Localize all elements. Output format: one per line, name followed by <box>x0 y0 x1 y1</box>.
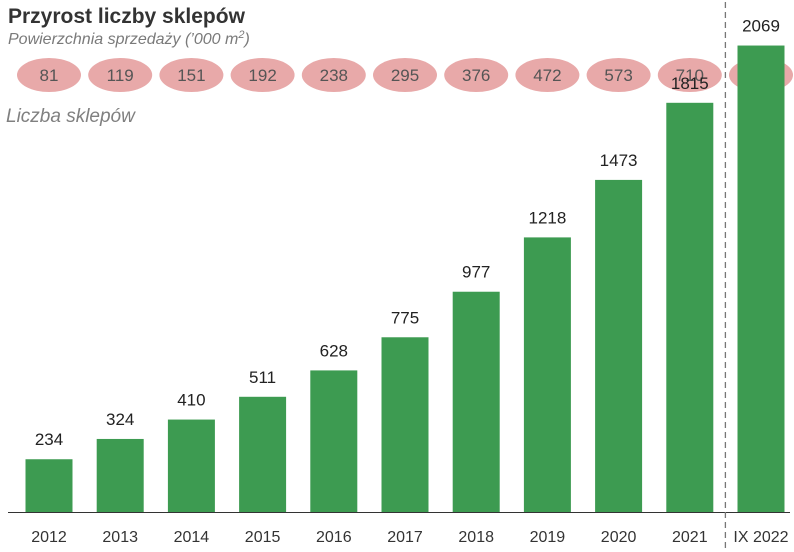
bar-value-label: 1218 <box>528 208 566 227</box>
bars-group: 234 324 410 511 628 775 977 1218 1473 1815 2069 <box>25 17 785 513</box>
bar <box>167 419 215 512</box>
sales-area-ellipse <box>301 58 366 92</box>
bar <box>452 291 500 512</box>
bar-value-label: 1815 <box>671 74 709 93</box>
bar-value-label: 410 <box>177 391 205 410</box>
bar <box>595 179 643 512</box>
bar <box>310 370 358 512</box>
bar-value-label: 2069 <box>742 17 780 36</box>
sales-area-ellipse <box>657 58 722 92</box>
bar <box>666 102 714 513</box>
x-tick-label: 2012 <box>31 529 67 546</box>
sales-area-ellipse <box>373 58 437 92</box>
bar-value-label: 511 <box>249 368 276 387</box>
x-tick-label: 2014 <box>174 529 210 546</box>
x-tick-label: 2016 <box>316 529 352 546</box>
sales-area-label-text: Powierzchnia sprzedaży (’000 m <box>8 31 238 48</box>
sales-area-value: 119 <box>107 66 134 85</box>
bar-value-label: 775 <box>391 308 419 327</box>
sales-area-label: Powierzchnia sprzedaży (’000 m2) <box>8 29 250 48</box>
sales-area-ellipse <box>230 58 295 92</box>
series-label: Liczba sklepów <box>6 106 136 127</box>
sales-area-ellipse <box>17 58 81 92</box>
chart-title: Przyrost liczby sklepów <box>8 5 246 28</box>
bar <box>96 438 144 512</box>
bar-value-label: 977 <box>462 263 490 282</box>
sales-area-value: 472 <box>533 66 561 85</box>
sales-area-value: 238 <box>320 66 348 85</box>
x-tick-labels: 2012 2013 2014 2015 2016 2017 2018 2019 2020 2021… <box>31 529 788 546</box>
sales-area-value: 151 <box>177 66 205 85</box>
bar <box>523 237 571 512</box>
sales-area-value: 710 <box>676 66 704 85</box>
sales-area-value: 81 <box>40 66 59 85</box>
sales-area-ellipse <box>88 58 153 92</box>
bar-value-label: 324 <box>106 410 134 429</box>
sales-area-value: 295 <box>391 66 419 85</box>
bar-value-label: 1473 <box>600 151 638 170</box>
sales-area-value: 192 <box>248 66 276 85</box>
sales-area-ellipse <box>515 58 580 92</box>
bar <box>25 459 73 512</box>
bar <box>239 396 287 512</box>
x-tick-label: 2017 <box>387 529 423 546</box>
x-tick-label: 2019 <box>530 529 566 546</box>
sales-area-row: 81119151192238295376472573710813 <box>17 58 793 92</box>
x-tick-label: 2021 <box>672 529 708 546</box>
x-tick-label: 2018 <box>458 529 494 546</box>
sales-area-value: 573 <box>604 66 632 85</box>
x-tick-label: IX 2022 <box>733 529 788 546</box>
sales-area-ellipse <box>586 58 651 92</box>
sales-area-label-superscript: 2 <box>237 29 244 41</box>
x-tick-label: 2013 <box>102 529 138 546</box>
bar-value-label: 234 <box>35 430 63 449</box>
x-tick-label: 2015 <box>245 529 281 546</box>
bar <box>737 45 785 512</box>
x-tick-label: 2020 <box>601 529 637 546</box>
sales-area-value: 376 <box>462 66 490 85</box>
bar <box>381 337 429 512</box>
sales-area-label-end: ) <box>242 31 249 48</box>
bar-value-label: 628 <box>320 341 348 360</box>
sales-area-ellipse <box>444 58 509 92</box>
sales-area-ellipse <box>159 58 224 92</box>
